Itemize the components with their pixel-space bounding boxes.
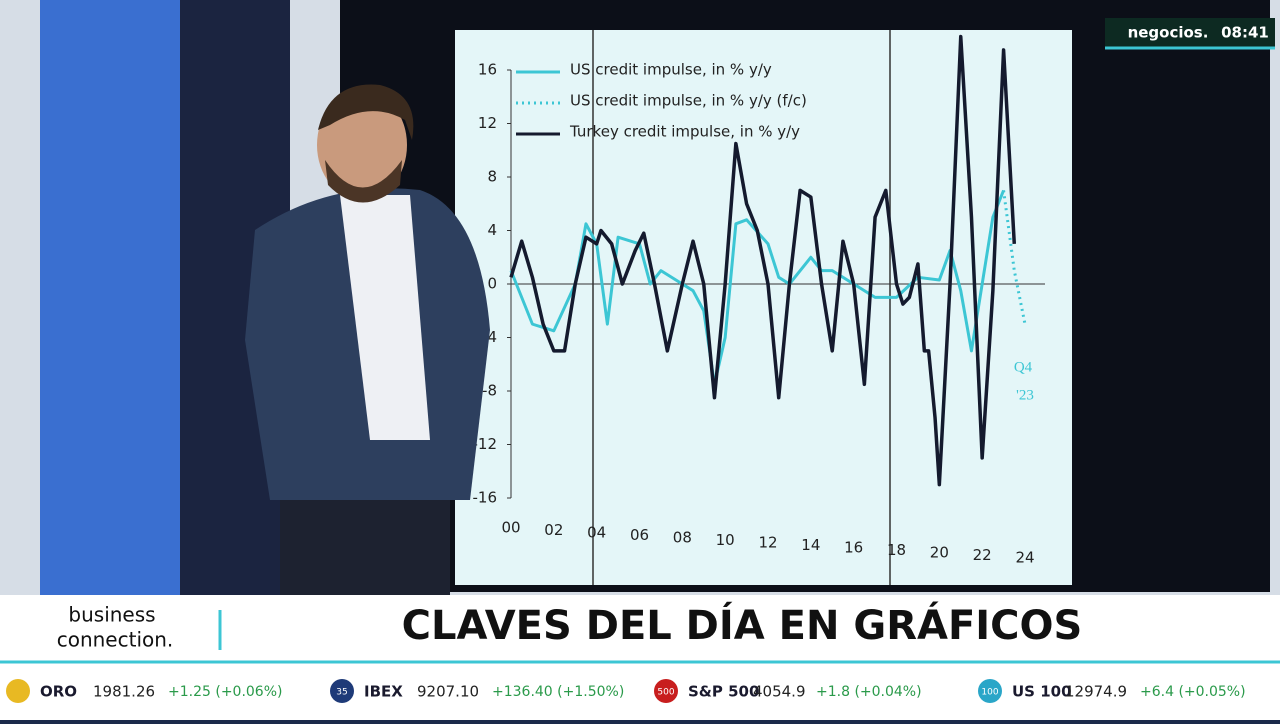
y-tick-label: 12 bbox=[478, 114, 497, 132]
ticker-price: 1981.26 bbox=[93, 683, 155, 701]
legend-label: US credit impulse, in % y/y (f/c) bbox=[570, 92, 807, 110]
program-name: connection. bbox=[57, 628, 174, 652]
y-tick-label: 4 bbox=[487, 221, 497, 239]
x-tick-label: 08 bbox=[673, 529, 692, 547]
x-tick-label: 10 bbox=[716, 531, 735, 549]
x-tick-label: 22 bbox=[973, 546, 992, 564]
ticker-bar bbox=[0, 660, 1280, 720]
x-tick-label: 16 bbox=[844, 539, 863, 557]
series-line bbox=[509, 189, 1005, 386]
ticker-change: +6.4 (+0.05%) bbox=[1140, 684, 1246, 700]
ticker-change: +1.25 (+0.06%) bbox=[168, 684, 282, 700]
ticker-name: IBEX bbox=[364, 683, 403, 701]
ticker-icon bbox=[330, 679, 354, 703]
y-tick-label: 16 bbox=[478, 61, 497, 79]
ticker-price: 9207.10 bbox=[417, 683, 479, 701]
y-tick-label: -12 bbox=[473, 435, 498, 453]
x-tick-label: 04 bbox=[587, 524, 606, 542]
x-tick-label: 02 bbox=[544, 521, 563, 539]
y-tick-label: -8 bbox=[482, 382, 497, 400]
ticker-name: US 100 bbox=[1012, 683, 1072, 701]
x-tick-label: 18 bbox=[887, 541, 906, 559]
legend-label: US credit impulse, in % y/y bbox=[570, 61, 772, 79]
y-tick-label: 0 bbox=[487, 275, 497, 293]
x-tick-label: 12 bbox=[758, 534, 777, 552]
x-tick-label: 20 bbox=[930, 544, 949, 562]
ticker-icon bbox=[6, 679, 30, 703]
ticker-price: 12974.9 bbox=[1065, 683, 1127, 701]
ticker-price: 4054.9 bbox=[753, 683, 806, 701]
ticker: ORO 1981.26 +1.25 (+0.06%) 35 IBEX 9207.10 +13… bbox=[6, 679, 1246, 703]
ticker-icon-label: 100 bbox=[981, 688, 998, 698]
ticker-change: +1.8 (+0.04%) bbox=[816, 684, 922, 700]
channel-box bbox=[1105, 18, 1275, 48]
program-name: business bbox=[68, 603, 155, 627]
chart-panel bbox=[455, 30, 1072, 585]
presenter bbox=[245, 84, 490, 600]
ticker-icon bbox=[978, 679, 1002, 703]
clock: 08:41 bbox=[1221, 24, 1269, 42]
x-tick-label: 06 bbox=[630, 526, 649, 544]
series-line bbox=[509, 34, 1017, 487]
lower-third bbox=[0, 595, 1280, 660]
ticker-icon bbox=[654, 679, 678, 703]
ticker-change: +136.40 (+1.50%) bbox=[492, 684, 624, 700]
ticker-icon-label: 500 bbox=[657, 688, 674, 698]
legend-label: Turkey credit impulse, in % y/y bbox=[569, 123, 800, 141]
x-tick-label: 00 bbox=[501, 519, 520, 537]
headline: CLAVES DEL DÍA EN GRÁFICOS bbox=[402, 601, 1083, 649]
y-tick-label: 8 bbox=[487, 168, 497, 186]
ticker-icon-label: 35 bbox=[336, 688, 347, 698]
x-tick-label: 24 bbox=[1015, 549, 1034, 567]
y-tick-label: -16 bbox=[473, 489, 498, 507]
annotation: Q4 bbox=[1014, 359, 1033, 375]
channel-logo: negocios. bbox=[1128, 24, 1209, 42]
annotation: '23 bbox=[1016, 387, 1034, 403]
x-tick-label: 14 bbox=[801, 536, 820, 554]
ticker-name: ORO bbox=[40, 683, 77, 701]
ticker-name: S&P 500 bbox=[688, 683, 759, 701]
